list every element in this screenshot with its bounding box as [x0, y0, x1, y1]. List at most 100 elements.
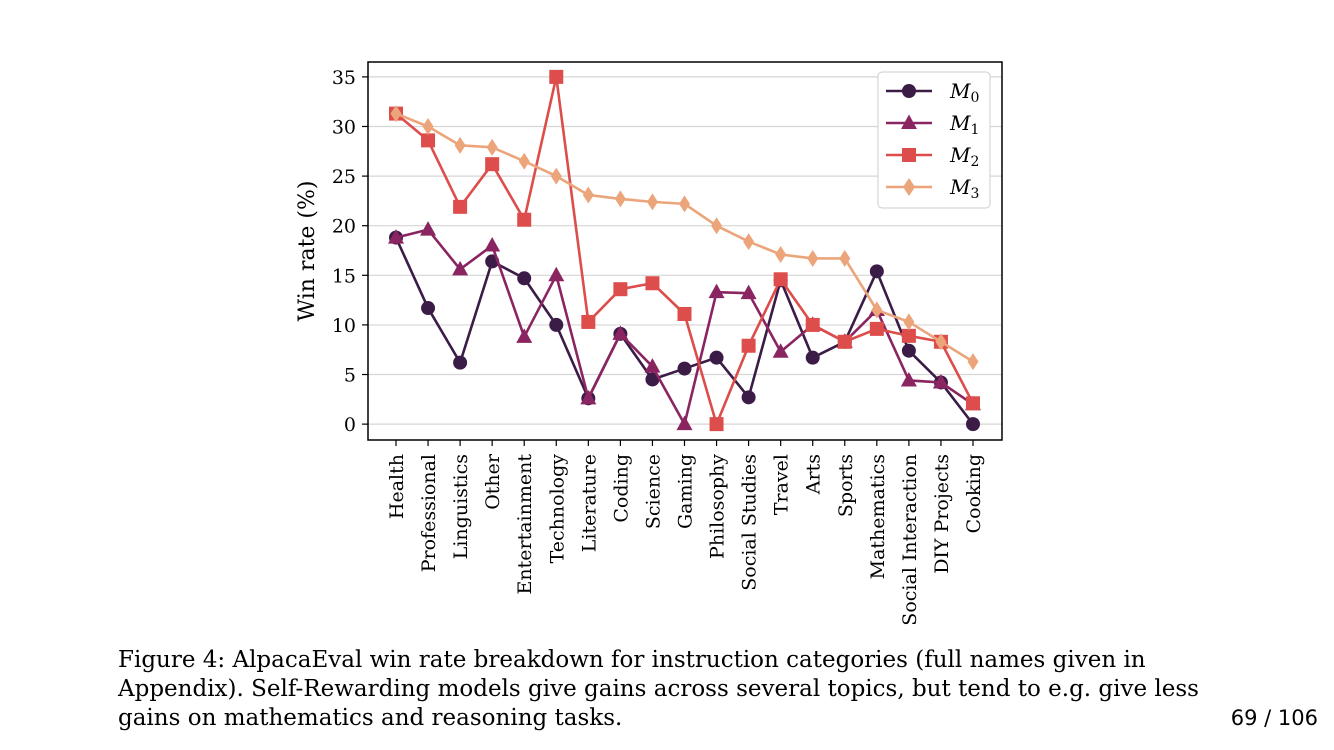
- data-point-m2: [709, 417, 724, 432]
- category-label: Gaming: [675, 454, 697, 529]
- win-rate-chart: 0 5 10 15 20 25 30 35 Health Professional Linguist…: [295, 61, 1003, 626]
- ytick-label-20: 20: [332, 216, 356, 238]
- data-point-m0: [517, 271, 532, 286]
- data-point-m1: [676, 415, 693, 431]
- ytick-label-35: 35: [332, 67, 356, 89]
- data-point-m3: [518, 152, 530, 170]
- data-point-m3: [903, 313, 915, 331]
- category-label: Social Studies: [739, 454, 761, 591]
- data-point-m2: [869, 321, 884, 336]
- caption-line-2: Appendix). Self-Rewarding models give ga…: [118, 676, 1199, 702]
- category-label: Coding: [610, 454, 632, 523]
- data-point-m1: [388, 229, 404, 244]
- legend-marker-m1: [901, 114, 917, 129]
- category-label: Sports: [835, 454, 857, 517]
- data-point-m2: [773, 272, 788, 287]
- caption-line-1: Figure 4: AlpacaEval win rate breakdown …: [118, 647, 1146, 673]
- category-label: Technology: [546, 454, 568, 564]
- data-point-m0: [645, 372, 660, 387]
- data-point-m0: [869, 264, 884, 279]
- data-point-m0: [421, 301, 436, 316]
- category-label: Mathematics: [867, 454, 889, 579]
- data-point-m1: [772, 343, 789, 358]
- ytick-label-0: 0: [344, 414, 356, 436]
- legend-marker-m0: [902, 84, 916, 98]
- data-point-m3: [422, 117, 434, 135]
- category-label: Other: [482, 453, 504, 510]
- data-point-m1: [900, 371, 917, 387]
- data-point-m2: [901, 328, 916, 343]
- legend-marker-m3: [903, 178, 915, 196]
- category-label: Linguistics: [450, 454, 472, 559]
- data-point-m0: [709, 350, 724, 365]
- category-label: Philosophy: [707, 454, 729, 559]
- data-point-m2: [549, 69, 564, 84]
- data-point-m1: [420, 221, 437, 236]
- figure-caption: Figure 4: AlpacaEval win rate breakdown …: [118, 646, 1199, 733]
- caption-line-3: gains on mathematics and reasoning tasks…: [118, 705, 623, 731]
- data-point-m2: [805, 317, 820, 332]
- data-point-m1: [740, 284, 757, 300]
- data-point-m3: [390, 105, 402, 123]
- category-label: Entertainment: [514, 454, 536, 595]
- data-point-m0: [741, 390, 756, 405]
- ytick-label-10: 10: [332, 315, 356, 337]
- data-point-m2: [485, 157, 500, 172]
- data-point-m3: [743, 233, 755, 251]
- data-point-m0: [677, 361, 692, 376]
- data-point-m0: [901, 343, 916, 358]
- data-point-m3: [582, 186, 594, 204]
- ytick-label-30: 30: [332, 116, 356, 138]
- data-point-m1: [644, 358, 661, 373]
- category-label: DIY Projects: [931, 454, 953, 574]
- data-point-m2: [581, 314, 596, 329]
- data-point-m3: [807, 249, 819, 267]
- category-label: Professional: [418, 454, 440, 572]
- data-point-m3: [775, 245, 787, 263]
- ytick-label-15: 15: [332, 265, 356, 287]
- category-label: Health: [386, 454, 408, 519]
- data-point-m2: [677, 307, 692, 321]
- data-point-m2: [741, 338, 756, 353]
- series-line-m1: [395, 228, 974, 426]
- ytick-label-5: 5: [344, 365, 356, 387]
- data-point-m0: [549, 317, 564, 332]
- legend-marker-m2: [902, 148, 916, 162]
- data-point-m2: [966, 396, 980, 411]
- data-point-m1: [580, 389, 597, 405]
- data-point-m3: [935, 333, 947, 351]
- category-label: Literature: [578, 454, 600, 552]
- data-point-m1: [708, 283, 725, 299]
- category-label: Cooking: [963, 454, 985, 533]
- y-axis-title: Win rate (%): [295, 181, 320, 322]
- category-label: Social Interaction: [899, 454, 921, 626]
- data-point-m0: [966, 417, 980, 432]
- data-point-m3: [614, 190, 626, 208]
- data-point-m1: [932, 373, 949, 389]
- data-point-m2: [453, 199, 468, 214]
- data-point-m3: [486, 138, 498, 156]
- data-point-m2: [837, 334, 852, 349]
- category-label: Travel: [771, 454, 793, 515]
- data-point-m3: [646, 193, 658, 211]
- data-point-m2: [421, 133, 436, 148]
- data-point-m1: [612, 325, 629, 340]
- data-point-m3: [550, 167, 562, 185]
- data-point-m1: [452, 260, 469, 276]
- category-label: Science: [642, 454, 664, 529]
- data-point-m1: [548, 266, 565, 282]
- legend: [877, 71, 991, 209]
- data-point-m2: [613, 282, 628, 297]
- data-point-m3: [454, 136, 466, 154]
- page-number: 69 / 106: [1230, 706, 1318, 730]
- data-point-m3: [711, 217, 723, 235]
- data-point-m3: [967, 353, 979, 371]
- data-point-m0: [453, 355, 468, 370]
- ytick-label-25: 25: [332, 166, 356, 188]
- category-label: Arts: [803, 454, 825, 495]
- data-point-m2: [517, 212, 532, 227]
- data-point-m3: [679, 195, 690, 213]
- data-point-m3: [839, 249, 851, 267]
- data-point-m1: [484, 237, 501, 252]
- data-point-m2: [645, 276, 660, 291]
